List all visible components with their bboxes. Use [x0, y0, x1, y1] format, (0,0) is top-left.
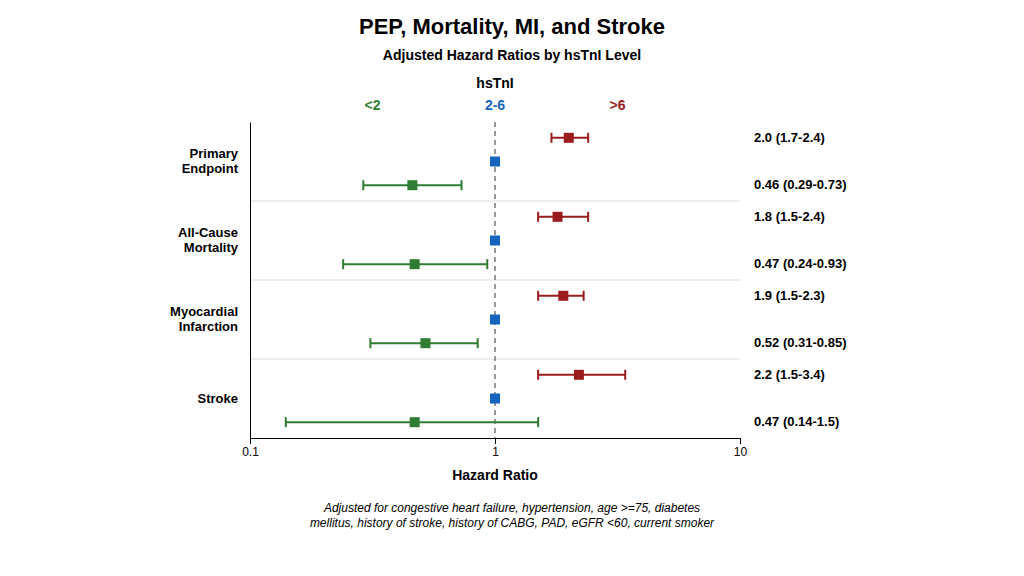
x-tick-label: 1	[492, 445, 499, 459]
point	[490, 236, 500, 246]
category-label-line: Endpoint	[182, 161, 239, 176]
error-cap-high	[486, 259, 488, 269]
series	[538, 133, 625, 380]
footnote-line: mellitus, history of stroke, history of …	[310, 516, 715, 530]
x-axis: 0.1 1 10	[242, 438, 747, 459]
value-label: 0.47 (0.24-0.93)	[754, 256, 847, 271]
error-cap-high	[587, 133, 589, 143]
legend-title: hsTnI	[476, 75, 513, 91]
category-label: All-CauseMortality	[178, 225, 239, 255]
point	[420, 338, 430, 348]
value-labels: 0.46 (0.29-0.73) 0.47 (0.24-0.93) 0.52 (0.…	[754, 130, 847, 429]
point	[410, 417, 420, 427]
error-cap-high	[587, 212, 589, 222]
chart-svg: PEP, Mortality, MI, and Stroke Adjusted H…	[0, 0, 1024, 576]
category-label: MyocardialInfarction	[170, 304, 238, 334]
point	[553, 212, 563, 222]
x-tick-mark	[495, 438, 496, 444]
point	[490, 157, 500, 167]
x-axis-title: Hazard Ratio	[452, 467, 538, 483]
category-label: PrimaryEndpoint	[182, 146, 239, 176]
category-label-line: Myocardial	[170, 304, 238, 319]
category-label-line: Infarction	[179, 319, 238, 334]
marks	[286, 122, 625, 438]
y-tick: MyocardialInfarction	[170, 304, 250, 334]
y-tick: PrimaryEndpoint	[182, 146, 250, 176]
point	[410, 259, 420, 269]
value-label: 0.46 (0.29-0.73)	[754, 177, 847, 192]
x-tick-mark	[740, 438, 741, 444]
x-tick: 0.1	[242, 438, 259, 459]
category-label-line: All-Cause	[178, 225, 238, 240]
error-cap-low	[369, 338, 371, 348]
footnote: Adjusted for congestive heart failure, h…	[310, 501, 715, 530]
value-label: 1.8 (1.5-2.4)	[754, 209, 825, 224]
legend: hsTnI <2 2-6 >6	[365, 75, 626, 113]
value-label: 0.52 (0.31-0.85)	[754, 335, 847, 350]
x-tick-mark	[250, 438, 251, 444]
y-axis: PrimaryEndpoint All-CauseMortality Myocard…	[170, 123, 250, 439]
legend-entry: 2-6	[485, 97, 505, 113]
error-cap-high	[537, 417, 539, 427]
x-axis-line	[251, 439, 741, 445]
separator	[250, 201, 740, 202]
x-tick: 10	[734, 438, 748, 459]
reference-line	[495, 122, 496, 438]
error-cap-low	[537, 370, 539, 380]
subtitle: Adjusted Hazard Ratios by hsTnI Level	[383, 47, 641, 63]
value-label: 0.47 (0.14-1.5)	[754, 414, 839, 429]
value-label: 1.9 (1.5-2.3)	[754, 288, 825, 303]
error-cap-low	[362, 180, 364, 190]
title: PEP, Mortality, MI, and Stroke	[359, 14, 665, 39]
point	[574, 370, 584, 380]
point	[407, 180, 417, 190]
y-tick: Stroke	[198, 391, 250, 406]
x-tick-label: 0.1	[242, 445, 259, 459]
error-bar	[538, 216, 588, 218]
error-cap-low	[550, 133, 552, 143]
error-cap-low	[537, 212, 539, 222]
value-label: 2.0 (1.7-2.4)	[754, 130, 825, 145]
point	[490, 394, 500, 404]
category-label: Stroke	[198, 391, 238, 406]
x-tick-label: 10	[734, 445, 748, 459]
chart-container: PEP, Mortality, MI, and Stroke Adjusted H…	[0, 0, 1024, 576]
category-label-line: Stroke	[198, 391, 238, 406]
value-label: 2.2 (1.5-3.4)	[754, 367, 825, 382]
error-cap-high	[477, 338, 479, 348]
series	[286, 180, 538, 427]
point	[490, 315, 500, 325]
series	[490, 157, 500, 404]
error-cap-high	[461, 180, 463, 190]
legend-entry: <2	[365, 97, 381, 113]
footnote-line: Adjusted for congestive heart failure, h…	[323, 501, 700, 515]
point	[558, 291, 568, 301]
error-cap-low	[342, 259, 344, 269]
category-label-line: Mortality	[184, 240, 239, 255]
error-cap-high	[624, 370, 626, 380]
x-tick: 1	[492, 438, 499, 459]
error-cap-low	[537, 291, 539, 301]
category-label-line: Primary	[190, 146, 239, 161]
legend-entry: >6	[610, 97, 626, 113]
error-cap-high	[583, 291, 585, 301]
y-tick: All-CauseMortality	[178, 225, 250, 255]
point	[564, 133, 574, 143]
error-cap-low	[285, 417, 287, 427]
y-axis-line	[250, 123, 251, 439]
